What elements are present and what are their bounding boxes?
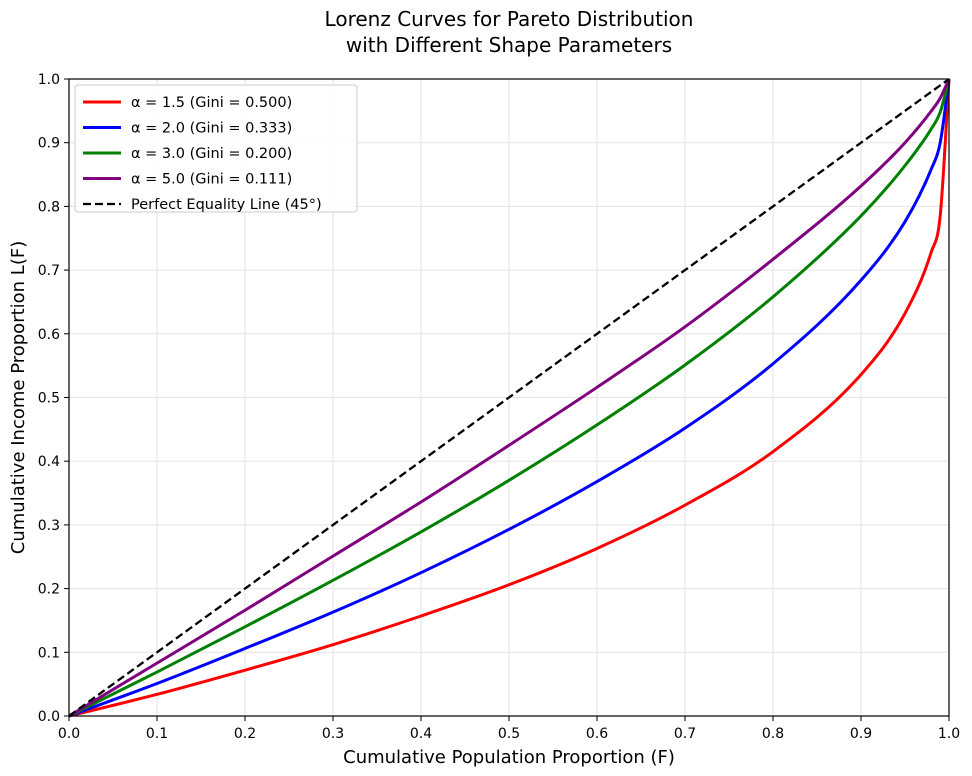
- x-tick-label: 0.9: [850, 726, 872, 742]
- y-tick-label: 0.1: [38, 645, 60, 661]
- y-tick-label: 0.6: [38, 327, 60, 343]
- y-tick-label: 0.8: [38, 199, 60, 215]
- legend-label-3: α = 3.0 (Gini = 0.200): [131, 146, 292, 162]
- y-tick-label: 0.9: [38, 136, 60, 152]
- y-tick-label: 0.3: [38, 518, 60, 534]
- legend-box: [74, 84, 358, 213]
- axis-ticks: 0.0 0.1 0.2 0.3 0.4 0.5 0.6 0.7 0.8 0.9 1.0 0.0 0.1 0…: [38, 72, 960, 742]
- y-tick-label: 0.7: [38, 263, 60, 279]
- x-tick-label: 0.7: [674, 726, 696, 742]
- x-tick-label: 0.3: [322, 726, 344, 742]
- chart-title-line1: Lorenz Curves for Pareto Distribution: [325, 7, 694, 31]
- x-tick-label: 0.4: [410, 726, 432, 742]
- legend-label-2: α = 2.0 (Gini = 0.333): [131, 121, 292, 137]
- series-line-2: [68, 78, 951, 718]
- legend-label-4: α = 5.0 (Gini = 0.111): [131, 172, 292, 188]
- chart-title-line2: with Different Shape Parameters: [346, 33, 672, 57]
- series-line-1: [68, 78, 951, 718]
- y-tick-label: 1.0: [38, 72, 60, 88]
- y-tick-label: 0.5: [38, 391, 60, 407]
- y-tick-label: 0.2: [38, 582, 60, 598]
- x-axis-label: Cumulative Population Proportion (F): [343, 747, 675, 768]
- x-tick-label: 0.6: [586, 726, 608, 742]
- series-lines: [68, 78, 951, 718]
- series-line-3: [68, 78, 951, 718]
- x-tick-label: 1.0: [938, 726, 960, 742]
- x-tick-label: 0.8: [762, 726, 784, 742]
- legend: α = 1.5 (Gini = 0.500) α = 2.0 (Gini = 0.…: [74, 84, 358, 213]
- y-tick-label: 0.0: [38, 709, 60, 725]
- legend-label-1: α = 1.5 (Gini = 0.500): [131, 95, 292, 111]
- x-tick-label: 0.1: [146, 726, 168, 742]
- legend-label-5: Perfect Equality Line (45°): [131, 197, 322, 213]
- x-tick-label: 0.5: [498, 726, 520, 742]
- x-tick-label: 0.2: [234, 726, 256, 742]
- y-axis-label: Cumulative Income Proportion L(F): [8, 241, 29, 554]
- series-line-4: [68, 78, 951, 718]
- series-line-5: [68, 78, 950, 717]
- x-tick-label: 0.0: [58, 726, 80, 742]
- y-tick-label: 0.4: [38, 454, 60, 470]
